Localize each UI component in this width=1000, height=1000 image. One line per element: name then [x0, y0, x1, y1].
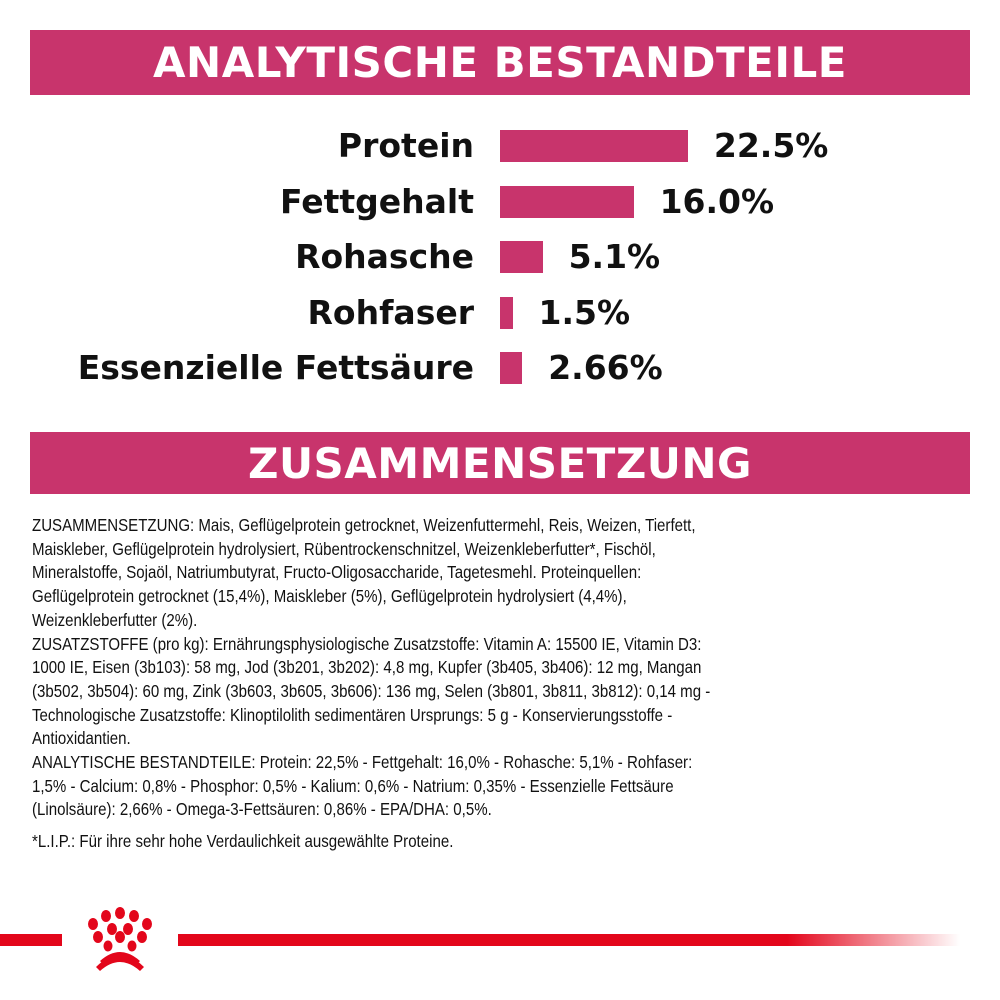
text-line: Technologische Zusatzstoffe: Klinoptilol…	[32, 704, 673, 725]
text-line: 1000 IE, Eisen (3b103): 58 mg, Jod (3b20…	[32, 657, 702, 678]
category-label: Rohfaser	[307, 292, 475, 332]
text-line: ANALYTISCHE BESTANDTEILE: Protein: 22,5%…	[32, 752, 693, 773]
chart-row: Protein 22.5%	[0, 126, 1000, 166]
royal-canin-crown-logo	[62, 905, 178, 977]
chart-row: Rohfaser 1.5%	[0, 293, 1000, 333]
text-line: Geflügelprotein getrocknet (15,4%), Mais…	[32, 586, 627, 607]
text-line: ZUSATZSTOFFE (pro kg): Ernährungsphysiol…	[32, 633, 702, 654]
chart-row: Rohasche 5.1%	[0, 237, 1000, 277]
text-line: 1,5% - Calcium: 0,8% - Phosphor: 0,5% - …	[32, 775, 674, 796]
bar	[500, 241, 543, 274]
brand-red-line	[0, 934, 960, 946]
chart-row: Essenzielle Fettsäure 2.66%	[0, 348, 1000, 388]
text-line: ZUSAMMENSETZUNG: Mais, Geflügelprotein g…	[32, 515, 696, 535]
composition-header: ZUSAMMENSETZUNG	[30, 432, 970, 494]
analytical-header: ANALYTISCHE BESTANDTEILE	[30, 30, 970, 95]
category-label: Fettgehalt	[280, 181, 474, 221]
bar	[500, 130, 688, 162]
value-label: 2.66%	[548, 348, 663, 388]
text-line: Mineralstoffe, Sojaöl, Natriumbutyrat, F…	[32, 562, 642, 583]
text-line: Antioxidantien.	[32, 728, 131, 749]
analytical-title: ANALYTISCHE BESTANDTEILE	[153, 38, 847, 87]
text-line: Weizenkleberfutter (2%).	[32, 609, 198, 630]
category-label: Essenzielle Fettsäure	[77, 348, 474, 388]
composition-text: ZUSAMMENSETZUNG: Mais, Geflügelprotein g…	[32, 514, 992, 854]
value-label: 5.1%	[568, 237, 661, 277]
text-line: (Linolsäure): 2,66% - Omega-3-Fettsäuren…	[32, 799, 492, 820]
category-label: Rohasche	[295, 237, 474, 277]
text-line: Maiskleber, Geflügelprotein hydrolysiert…	[32, 538, 656, 559]
bar	[500, 352, 523, 385]
category-label: Protein	[337, 126, 474, 165]
text-line: (3b502, 3b504): 60 mg, Zink (3b603, 3b60…	[32, 680, 711, 701]
value-label: 22.5%	[713, 126, 829, 165]
bar	[500, 296, 513, 329]
value-label: 16.0%	[659, 181, 775, 221]
bar	[500, 185, 634, 218]
footnote: *L.I.P.: Für ihre sehr hohe Verdaulichke…	[32, 831, 454, 852]
chart-row: Fettgehalt 16.0%	[0, 182, 1000, 222]
value-label: 1.5%	[538, 292, 631, 332]
composition-title: ZUSAMMENSETZUNG	[247, 438, 752, 488]
